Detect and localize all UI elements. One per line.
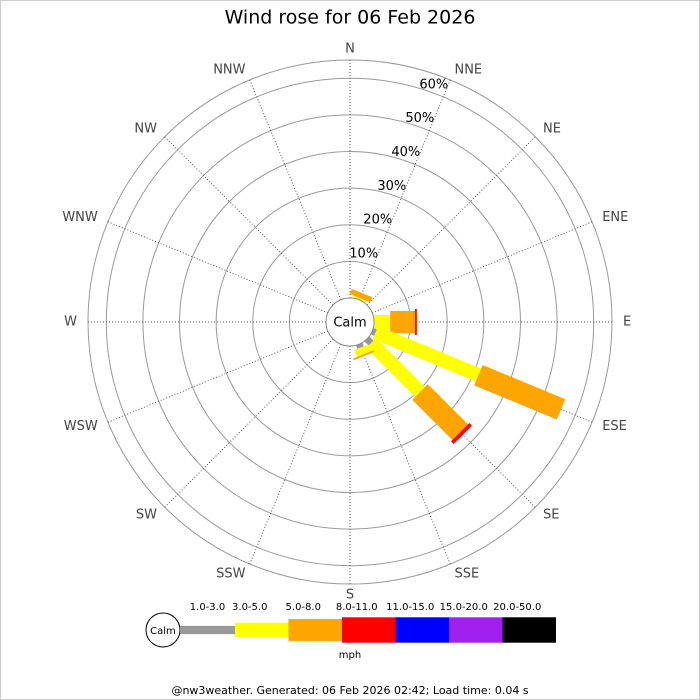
spoke bbox=[358, 343, 451, 565]
calm-label: Calm bbox=[333, 316, 366, 331]
rose-segment bbox=[355, 342, 364, 349]
direction-label: WNW bbox=[62, 210, 98, 225]
grid: 10% 20% 30% 40% 50% 60% N NNE NE ENE E ESE SE SSE S SSW… bbox=[62, 42, 631, 603]
direction-label: S bbox=[346, 588, 354, 603]
grid-ring bbox=[252, 224, 448, 420]
spoke bbox=[164, 136, 334, 306]
legend-swatch bbox=[288, 619, 342, 641]
r-tick-label: 40% bbox=[391, 145, 420, 160]
legend-label: 3.0-5.0 bbox=[232, 602, 267, 613]
spoke bbox=[164, 338, 334, 508]
legend-swatch bbox=[395, 617, 449, 643]
chart-title: Wind rose for 06 Feb 2026 bbox=[225, 7, 476, 29]
rose-segment bbox=[474, 365, 566, 420]
rose-segment bbox=[450, 422, 472, 444]
grid-ring bbox=[215, 187, 485, 457]
spoke bbox=[358, 79, 451, 301]
calm-circle bbox=[325, 297, 375, 347]
direction-label: ENE bbox=[602, 210, 628, 225]
legend-label: 5.0-8.0 bbox=[286, 602, 321, 613]
legend-swatch bbox=[342, 617, 396, 643]
legend-swatch bbox=[449, 617, 503, 643]
legend-swatch bbox=[180, 625, 235, 635]
rose-segment bbox=[370, 327, 377, 336]
legend-swatch bbox=[235, 622, 289, 638]
spoke bbox=[107, 221, 329, 314]
bars bbox=[349, 288, 566, 444]
legend-label: 20.0-50.0 bbox=[493, 602, 541, 613]
r-tick-label: 20% bbox=[363, 213, 392, 228]
legend-label: 11.0-15.0 bbox=[386, 602, 434, 613]
direction-label: SSE bbox=[454, 567, 479, 582]
r-tick-label: 60% bbox=[419, 77, 448, 92]
unit-label: mph bbox=[339, 650, 361, 661]
direction-label: SSW bbox=[216, 567, 246, 582]
legend-label: 8.0-11.0 bbox=[336, 602, 378, 613]
direction-label: NW bbox=[134, 121, 157, 136]
r-tick-label: 10% bbox=[349, 246, 378, 261]
footer: @nw3weather. Generated: 06 Feb 2026 02:4… bbox=[171, 684, 528, 697]
legend-swatch bbox=[502, 617, 556, 643]
legend-label: 15.0-20.0 bbox=[440, 602, 488, 613]
spoke bbox=[366, 136, 536, 306]
legend-label: 1.0-3.0 bbox=[190, 602, 225, 613]
direction-label: WSW bbox=[64, 419, 98, 434]
direction-label: SE bbox=[543, 508, 559, 523]
rose-segment bbox=[364, 336, 374, 346]
grid-ring bbox=[179, 151, 521, 493]
direction-label: SW bbox=[136, 508, 157, 523]
spoke bbox=[371, 221, 593, 314]
legend-calm-label: Calm bbox=[150, 626, 176, 637]
rose-segment bbox=[349, 288, 373, 303]
direction-label: NNW bbox=[213, 62, 245, 77]
direction-label: W bbox=[64, 315, 77, 330]
rose-segment bbox=[353, 350, 375, 361]
spoke bbox=[107, 330, 329, 423]
direction-label: ESE bbox=[602, 419, 627, 434]
r-tick-label: 30% bbox=[377, 179, 406, 194]
spoke bbox=[249, 343, 342, 565]
rose-segment bbox=[366, 338, 425, 397]
rose-segment bbox=[372, 326, 482, 382]
direction-label: N bbox=[345, 42, 355, 57]
legend: Calm mph 1.0-3.0 3.0-5.0 5.0-8.0 8.0-11.0 11… bbox=[145, 602, 556, 661]
direction-label: NE bbox=[543, 121, 561, 136]
direction-label: E bbox=[623, 315, 631, 330]
spoke bbox=[249, 79, 342, 301]
rose-segment bbox=[354, 344, 370, 358]
r-tick-label: 50% bbox=[405, 111, 434, 126]
rose-segment bbox=[412, 384, 468, 440]
direction-label: NNE bbox=[454, 62, 482, 77]
